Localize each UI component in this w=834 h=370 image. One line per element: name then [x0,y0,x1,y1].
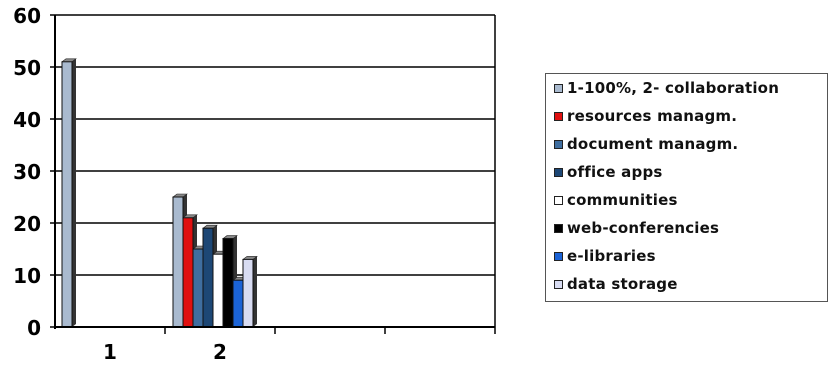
bars [61,58,258,328]
y-tick-label: 50 [13,56,41,80]
legend-swatch [554,111,563,121]
bar-side [253,256,257,327]
legend-label: document managm. [567,135,739,153]
legend-item: office apps [554,163,663,181]
legend-label: communities [567,191,678,209]
y-tick-label: 0 [27,316,41,340]
legend-label: 1-100%, 2- collaboration [567,79,780,97]
legend-label: e-libraries [567,247,656,265]
bar [232,279,244,328]
legend-swatch [554,139,563,149]
bar [222,238,234,328]
legend-swatch [554,167,563,177]
legend-item: document managm. [554,135,738,153]
bar-side [72,58,76,328]
y-tick-label: 60 [13,4,41,28]
bar [212,253,224,328]
axes [50,14,496,334]
y-tick-label: 40 [13,108,41,132]
legend-item: 1-100%, 2- collaboration [554,79,779,97]
y-tick-labels: 0 10 20 30 40 50 60 [13,4,41,340]
y-tick-label: 10 [13,264,41,288]
bar [182,217,194,328]
legend-item: communities [554,191,678,209]
legend: 1-100%, 2- collaboration resources manag… [545,73,828,302]
legend-label: data storage [567,275,678,293]
legend-swatch [554,83,563,93]
legend-label: web-conferencies [567,219,720,237]
bar [202,227,214,328]
legend-item: data storage [554,275,678,293]
legend-swatch [554,251,563,261]
bar [192,248,204,328]
legend-item: web-conferencies [554,219,719,237]
legend-swatch [554,279,563,289]
x-tick-label: 2 [213,340,227,364]
y-tick-label: 30 [13,160,41,184]
legend-item: e-libraries [554,247,656,265]
legend-swatch [554,195,563,205]
legend-swatch [554,223,563,233]
legend-label: office apps [567,163,663,181]
grid-lines [55,14,495,276]
legend-item: resources managm. [554,107,737,125]
x-tick-label: 1 [103,340,117,364]
legend-label: resources managm. [567,107,738,125]
y-tick-label: 20 [13,212,41,236]
bar [172,196,184,328]
bar [61,61,73,328]
bar [242,258,254,328]
